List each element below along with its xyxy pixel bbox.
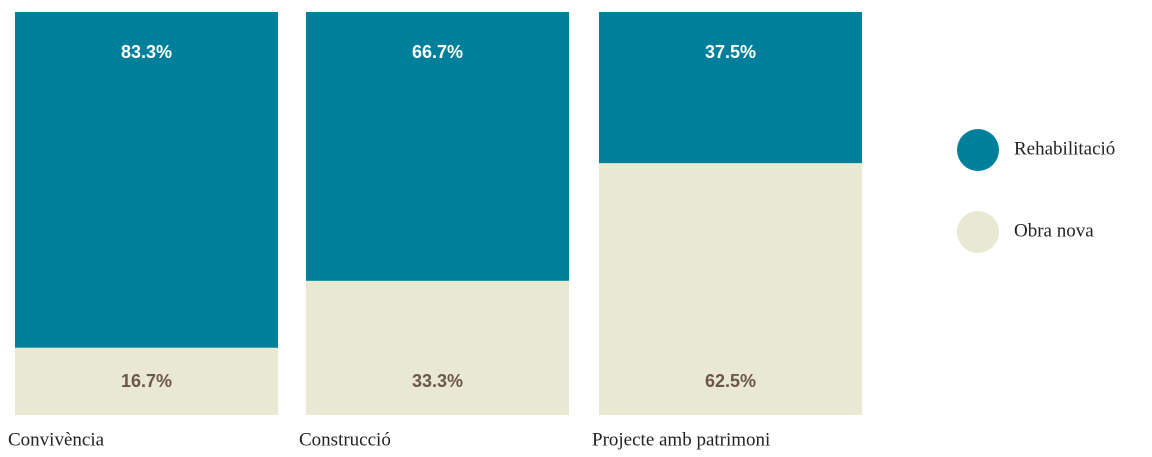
value-label: 33.3% <box>412 371 463 391</box>
bar-segment <box>599 12 862 164</box>
x-tick-label: Convivència <box>8 429 105 450</box>
value-label: 83.3% <box>121 42 172 62</box>
bar-segment <box>15 347 278 415</box>
value-label: 62.5% <box>705 371 756 391</box>
legend-label: Rehabilitació <box>1014 138 1115 159</box>
bar-segment <box>15 12 278 348</box>
x-tick-label: Projecte amb patrimoni <box>592 429 770 450</box>
legend-swatch <box>957 211 999 253</box>
bar-segment <box>599 163 862 415</box>
legend-swatch <box>957 129 999 171</box>
x-tick-label: Construcció <box>299 429 391 450</box>
bar-segment <box>306 12 569 281</box>
legend-label: Obra nova <box>1014 220 1094 241</box>
value-label: 37.5% <box>705 42 756 62</box>
value-label: 16.7% <box>121 371 172 391</box>
value-label: 66.7% <box>412 42 463 62</box>
bar-segment <box>306 280 569 415</box>
